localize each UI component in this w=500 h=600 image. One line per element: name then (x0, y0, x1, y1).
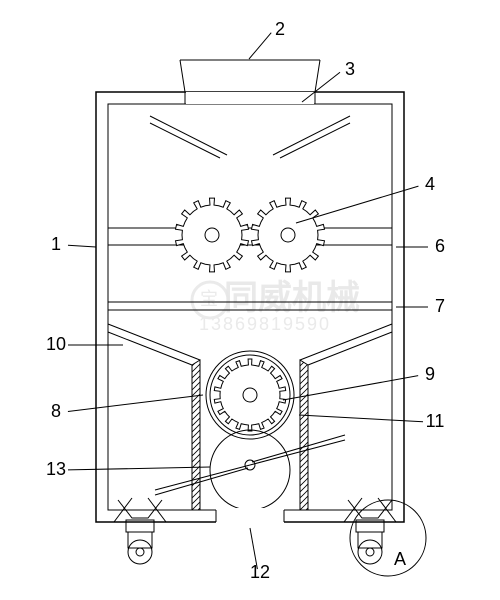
wheel-left (114, 498, 166, 564)
top-right-gear (252, 198, 325, 272)
label-4: 4 (425, 174, 435, 194)
watermark-icon: 宝 (200, 289, 220, 309)
wheel-right (344, 498, 396, 564)
label-12: 12 (250, 562, 270, 582)
label-3: 3 (345, 59, 355, 79)
label-1: 1 (51, 234, 61, 254)
label-6: 6 (435, 236, 445, 256)
technical-drawing: 宝 同威机械 13869819590 (0, 0, 500, 600)
mid-gear (214, 359, 285, 431)
label-8: 8 (51, 401, 61, 421)
watermark-line2: 13869819590 (199, 314, 331, 334)
bottom-drum (155, 430, 345, 510)
label-9: 9 (425, 364, 435, 384)
inlet-hopper (150, 60, 350, 158)
label-2: 2 (275, 19, 285, 39)
label-10: 10 (46, 334, 66, 354)
left-mid-wall (192, 360, 200, 510)
mounting-plate (108, 228, 392, 245)
label-A: A (394, 549, 406, 569)
label-7: 7 (435, 296, 445, 316)
right-mid-wall (300, 360, 308, 510)
label-11: 11 (426, 411, 445, 431)
watermark-line1: 同威机械 (224, 279, 360, 317)
label-13: 13 (46, 459, 66, 479)
watermark: 宝 同威机械 13869819590 (192, 279, 360, 334)
top-left-gear (176, 198, 249, 272)
